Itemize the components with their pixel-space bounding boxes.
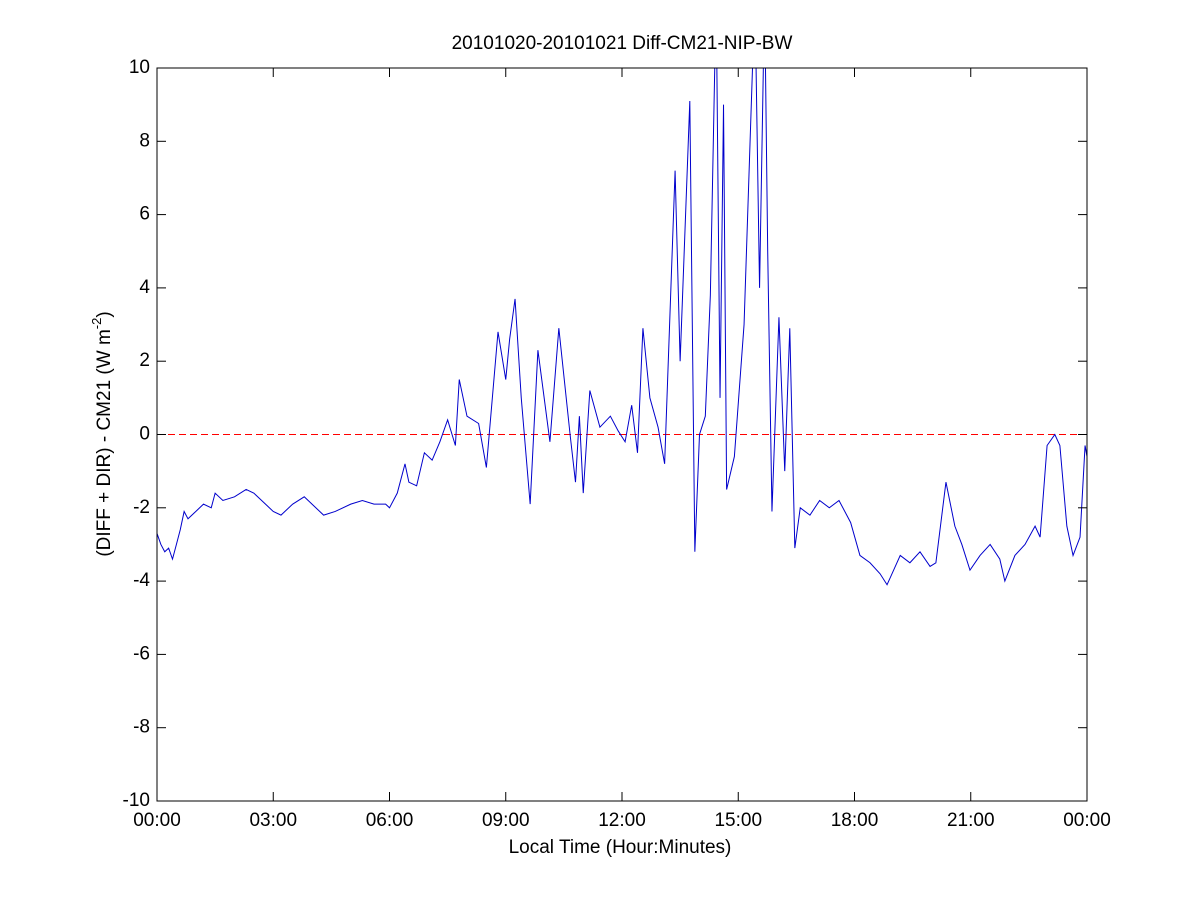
y-tick-label: 2 [139, 350, 150, 371]
x-axis-label: Local Time (Hour:Minutes) [509, 837, 732, 858]
x-tick-label: 00:00 [133, 810, 181, 831]
chart-title: 20101020-20101021 Diff-CM21-NIP-BW [452, 33, 793, 54]
y-axis-label-end: ) [94, 311, 115, 317]
y-tick-label: -2 [133, 497, 150, 518]
x-tick-label: 21:00 [947, 810, 995, 831]
y-tick-label: 8 [139, 130, 150, 151]
y-tick-label: -6 [133, 643, 150, 664]
data-line [157, 68, 1087, 586]
x-tick-label: 03:00 [249, 810, 297, 831]
x-tick-label: 18:00 [831, 810, 879, 831]
y-tick-label: -10 [123, 790, 150, 811]
y-tick-label: 10 [129, 57, 150, 78]
y-tick-label: 4 [139, 277, 150, 298]
y-axis-label-sup: -2 [89, 318, 104, 330]
y-tick-label: -8 [133, 717, 150, 738]
y-axis-label-main: (DIFF + DIR) - CM21 (W m [94, 329, 115, 556]
y-tick-label: 0 [139, 424, 150, 445]
x-tick-label: 00:00 [1063, 810, 1111, 831]
y-tick-label: 6 [139, 204, 150, 225]
x-tick-label: 12:00 [598, 810, 646, 831]
x-tick-label: 06:00 [366, 810, 414, 831]
y-tick-label: -4 [133, 570, 150, 591]
y-axis-label: (DIFF + DIR) - CM21 (W m-2) [89, 311, 115, 556]
x-tick-label: 09:00 [482, 810, 530, 831]
x-tick-label: 15:00 [714, 810, 762, 831]
